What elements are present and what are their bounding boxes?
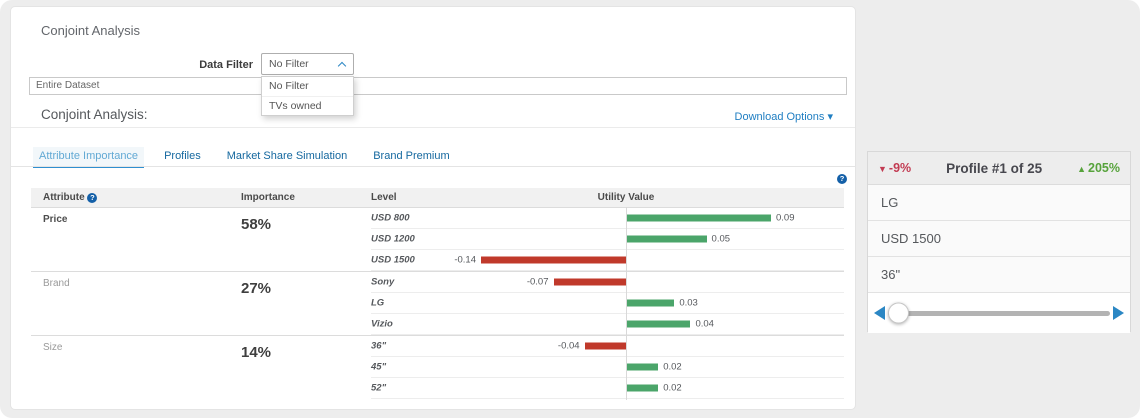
attribute-help-icon[interactable]: ? [87,193,98,203]
download-options-button[interactable]: Download Options ▾ [735,110,833,123]
dropdown-option[interactable]: No Filter [269,80,309,92]
profile-decrease-value: -9% [888,161,912,175]
profile-slider [868,293,1130,333]
importance-value: 27% [241,280,272,297]
chevron-up-icon [337,61,347,71]
attribute-importance-table: Attribute ? Importance Level Utility Val… [31,188,844,400]
tab-profiles[interactable]: Profiles [164,150,201,162]
level-row: LG 0.03 [371,293,844,314]
utility-bar [626,363,659,371]
profile-increase-value: 205% [1088,161,1120,175]
tab-attribute-importance[interactable]: Attribute Importance [33,147,145,168]
slider-thumb[interactable] [888,302,909,324]
profile-decrease-badge: ▼ -9% [878,161,911,175]
header-divider [11,127,855,128]
level-row: Sony -0.07 [371,272,844,293]
attribute-header-label: Attribute [43,192,85,203]
zero-axis-line [626,207,627,400]
utility-bar [553,278,626,286]
profile-panel-header: ▼ -9% Profile #1 of 25 ▲ 205% [868,152,1130,185]
level-row: USD 800 0.09 [371,208,844,229]
triangle-up-icon: ▲ [1077,164,1086,174]
utility-bar [626,384,659,392]
page-title: Conjoint Analysis [41,23,140,38]
attribute-group: Brand 27% Sony -0.07 LG 0.03 Vizio 0.04 [31,271,844,335]
level-row: 36" -0.04 [371,336,844,357]
dropdown-option[interactable]: TVs owned [262,96,353,115]
tab-bar: Attribute Importance Profiles Market Share… [33,147,456,168]
section-title: Conjoint Analysis: [41,107,148,122]
utility-value-label: -0.14 [454,254,476,266]
triangle-down-icon: ▼ [878,164,887,174]
tab-market-share-simulation[interactable]: Market Share Simulation [226,150,348,162]
level-row: Vizio 0.04 [371,314,844,335]
level-rows: 36" -0.04 45" 0.02 52" 0.02 [371,336,844,399]
level-label: 45" [371,361,387,373]
utility-bar [626,235,707,243]
attribute-name: Size [43,342,63,353]
profile-attribute-row: 36" [868,257,1130,293]
slider-next-arrow-icon[interactable] [1113,306,1124,320]
attribute-name: Price [43,214,68,225]
column-header-utility: Utility Value [597,192,655,203]
level-label: USD 1500 [371,254,415,266]
level-label: Sony [371,276,395,288]
level-row: 45" 0.02 [371,357,844,378]
utility-value-label: 0.05 [711,233,731,245]
utility-bar [626,299,675,307]
profile-increase-badge: ▲ 205% [1077,161,1120,175]
profile-panel: ▼ -9% Profile #1 of 25 ▲ 205% LG USD 1500 36… [867,151,1131,333]
utility-value-label: 0.04 [695,318,714,330]
utility-value-label: 0.09 [776,212,795,224]
download-options-label: Download Options [734,111,825,123]
attribute-table-body: Price 58% USD 800 0.09 USD 1200 0.05 USD 1500 -… [31,207,844,399]
utility-value-label: 0.03 [679,297,698,309]
level-label: 36" [371,340,387,352]
profile-rows: LG USD 1500 36" [868,185,1130,293]
level-label: LG [371,297,385,309]
conjoint-analysis-card: Conjoint Analysis Data Filter No Filter … [10,6,856,410]
utility-value-label: 0.02 [663,361,682,373]
profile-attribute-row: USD 1500 [868,221,1130,257]
column-header-attribute: Attribute ? [43,192,98,203]
utility-value-label: 0.02 [663,382,682,394]
level-row: USD 1500 -0.14 [371,250,844,271]
importance-value: 58% [241,216,272,233]
table-header-row: Attribute ? Importance Level Utility Val… [31,188,844,207]
attribute-name: Brand [43,278,70,289]
data-filter-label: Data Filter [199,59,253,71]
column-header-importance: Importance [241,192,295,203]
level-label: USD 800 [371,212,410,224]
slider-prev-arrow-icon[interactable] [874,306,885,320]
utility-bar [626,320,691,328]
level-row: 52" 0.02 [371,378,844,399]
column-header-level: Level [371,192,397,203]
attribute-group: Price 58% USD 800 0.09 USD 1200 0.05 USD 1500 -… [31,207,844,271]
utility-bar [584,342,626,350]
utility-bar [481,256,626,264]
level-label: USD 1200 [371,233,415,245]
profile-panel-title: Profile #1 of 25 [946,160,1043,176]
utility-value-label: -0.07 [526,276,549,288]
chevron-down-icon: ▾ [827,111,833,123]
data-filter-select[interactable]: No Filter [261,53,354,75]
dataset-field[interactable]: Entire Dataset [29,77,847,95]
data-filter-selected-value: No Filter [269,58,309,70]
level-label: 52" [371,382,387,394]
data-filter-dropdown-menu: No Filter TVs owned [261,76,354,116]
tab-brand-premium[interactable]: Brand Premium [373,150,450,162]
attribute-group: Size 14% 36" -0.04 45" 0.02 52" 0.02 [31,335,844,399]
level-rows: Sony -0.07 LG 0.03 Vizio 0.04 [371,272,844,335]
utility-bar [626,214,771,222]
profile-attribute-row: LG [868,185,1130,221]
level-rows: USD 800 0.09 USD 1200 0.05 USD 1500 -0.14 [371,208,844,271]
slider-track[interactable] [888,302,1110,324]
level-row: USD 1200 0.05 [371,229,844,250]
level-label: Vizio [371,318,393,330]
importance-value: 14% [241,344,272,361]
tabs-divider [11,166,855,167]
chart-help-icon[interactable]: ? [837,174,847,184]
utility-value-label: -0.04 [557,340,580,352]
